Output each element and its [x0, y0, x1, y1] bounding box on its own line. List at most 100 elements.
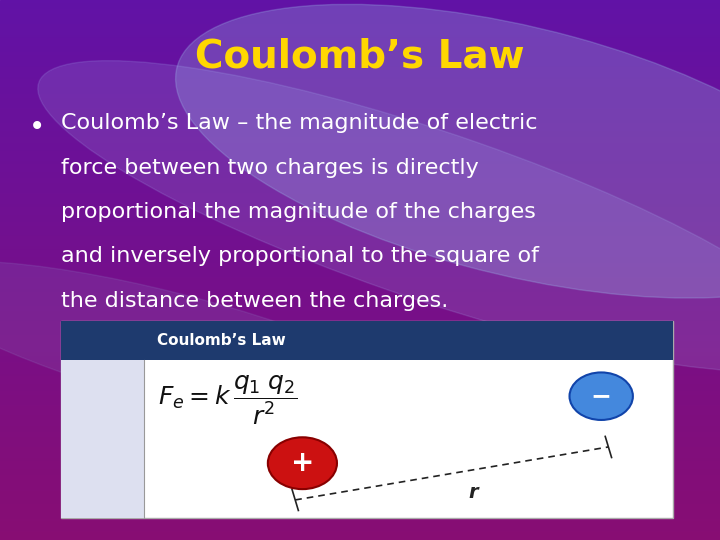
Bar — [0, 320, 720, 322]
Bar — [0, 153, 720, 155]
Text: Coulomb’s Law: Coulomb’s Law — [157, 333, 286, 348]
Bar — [0, 54, 720, 56]
Bar — [0, 265, 720, 266]
Bar — [0, 425, 720, 427]
Text: the distance between the charges.: the distance between the charges. — [61, 291, 449, 310]
Bar — [0, 447, 720, 448]
Bar — [0, 97, 720, 99]
Bar — [0, 23, 720, 25]
Ellipse shape — [176, 4, 720, 298]
Bar — [0, 409, 720, 410]
Bar — [0, 346, 720, 347]
Bar — [0, 241, 720, 243]
Bar — [0, 484, 720, 486]
Bar — [0, 29, 720, 31]
Bar — [0, 56, 720, 58]
Bar — [61, 321, 673, 518]
Bar — [0, 328, 720, 329]
Bar — [0, 420, 720, 421]
Bar — [0, 340, 720, 342]
Bar — [0, 443, 720, 444]
Bar — [0, 308, 720, 309]
Bar — [0, 243, 720, 245]
Bar — [0, 59, 720, 61]
Bar — [0, 221, 720, 223]
Bar — [0, 52, 720, 54]
Bar — [0, 238, 720, 239]
Bar — [0, 160, 720, 162]
Text: −: − — [590, 384, 612, 408]
Bar — [0, 155, 720, 157]
Bar — [0, 358, 720, 360]
Bar — [0, 356, 720, 358]
Bar — [0, 25, 720, 27]
Bar — [0, 376, 720, 378]
Bar — [0, 336, 720, 339]
Text: proportional the magnitude of the charges: proportional the magnitude of the charge… — [61, 202, 536, 222]
Bar — [0, 414, 720, 416]
Bar — [0, 400, 720, 401]
Bar — [0, 173, 720, 174]
Bar — [0, 65, 720, 66]
Bar — [0, 232, 720, 234]
Bar — [0, 22, 720, 23]
Bar — [0, 157, 720, 158]
Bar — [0, 245, 720, 247]
Bar — [0, 225, 720, 227]
Bar — [0, 536, 720, 538]
Bar — [0, 491, 720, 493]
Bar — [0, 130, 720, 131]
Bar — [0, 293, 720, 295]
Bar — [0, 421, 720, 423]
Bar — [0, 457, 720, 459]
Bar — [0, 27, 720, 29]
Bar — [0, 477, 720, 479]
Bar — [0, 117, 720, 119]
Bar — [0, 378, 720, 380]
Bar — [0, 140, 720, 142]
Bar — [0, 385, 720, 387]
Bar — [0, 177, 720, 178]
Bar — [0, 475, 720, 477]
Bar — [0, 331, 720, 333]
Bar — [0, 362, 720, 363]
Bar — [0, 137, 720, 139]
Bar — [0, 151, 720, 153]
Bar — [0, 389, 720, 390]
Bar — [0, 367, 720, 369]
Bar — [0, 529, 720, 531]
Bar — [0, 204, 720, 205]
Bar — [0, 120, 720, 123]
Bar — [0, 200, 720, 201]
Bar — [0, 144, 720, 146]
Text: force between two charges is directly: force between two charges is directly — [61, 158, 479, 178]
Bar — [0, 482, 720, 484]
Bar — [0, 342, 720, 344]
Bar — [0, 12, 720, 15]
Bar — [0, 131, 720, 133]
Bar — [0, 4, 720, 5]
Bar — [0, 220, 720, 221]
Bar — [0, 228, 720, 231]
Bar — [0, 524, 720, 525]
Bar — [0, 212, 720, 214]
Bar — [0, 74, 720, 76]
Bar — [0, 282, 720, 285]
Bar — [0, 302, 720, 304]
Bar — [0, 146, 720, 147]
Ellipse shape — [38, 60, 720, 372]
Text: Coulomb’s Law – the magnitude of electric: Coulomb’s Law – the magnitude of electri… — [61, 113, 538, 133]
Bar — [0, 382, 720, 383]
Bar — [0, 61, 720, 63]
Bar — [0, 479, 720, 481]
Bar — [0, 79, 720, 81]
Bar — [0, 339, 720, 340]
Bar — [0, 110, 720, 112]
Bar — [0, 486, 720, 488]
Bar — [0, 322, 720, 324]
Bar — [0, 50, 720, 52]
Bar — [0, 119, 720, 120]
Bar — [0, 81, 720, 83]
Ellipse shape — [0, 261, 451, 441]
Bar — [0, 272, 720, 274]
